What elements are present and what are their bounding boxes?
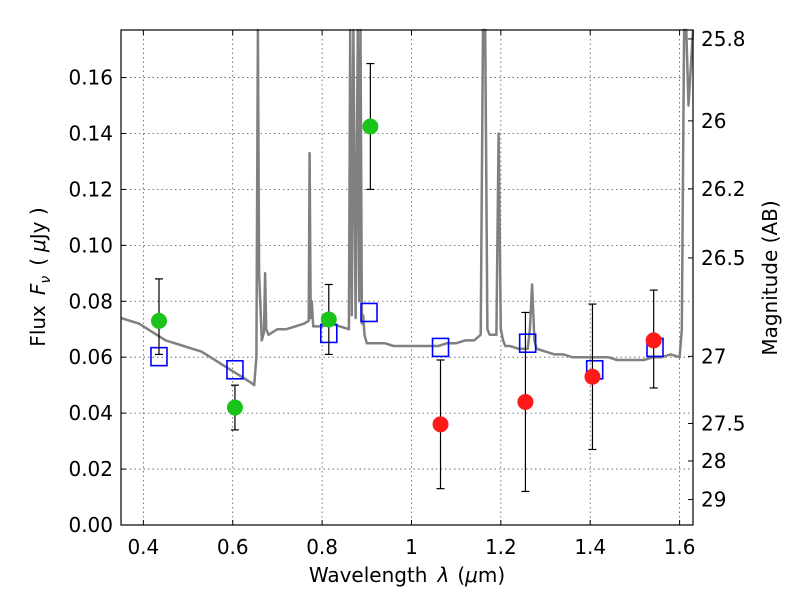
x-tick-label: 0.6 xyxy=(217,535,249,559)
x-tick-label: 1 xyxy=(405,535,418,559)
green-data-point xyxy=(226,399,243,416)
y-tick-label: 0.14 xyxy=(68,121,113,145)
model-photometry-square xyxy=(360,302,378,323)
y-tick-label: 0.02 xyxy=(68,457,113,481)
red-data-point xyxy=(645,332,662,349)
x-tick-label: 0.8 xyxy=(306,535,338,559)
y2-tick-label: 28 xyxy=(701,449,726,473)
y-tick-label: 0.12 xyxy=(68,177,113,201)
spectrum-line xyxy=(120,28,695,387)
y-tick-label: 0.10 xyxy=(68,233,113,257)
x-tick-label: 0.4 xyxy=(127,535,159,559)
y2-tick-label: 27.5 xyxy=(701,411,746,435)
y-tick-label: 0.00 xyxy=(68,513,113,537)
x-axis-title: Wavelength λ (μm) xyxy=(309,563,505,587)
y2-tick-label: 26.2 xyxy=(701,177,746,201)
y-axis-title: FluxFν(μJy ) xyxy=(26,207,54,346)
y-tick-label: 0.06 xyxy=(68,345,113,369)
red-data-point xyxy=(517,393,534,410)
x-tick-label: 1.6 xyxy=(664,535,696,559)
y2-tick-label: 27 xyxy=(701,344,726,368)
axis-ticks: 0.4 0.6 0.8 1 1.2 1.4 1.6 0.00 0.02 0.04 0.06 0.08 0… xyxy=(68,27,745,559)
y2-tick-label: 29 xyxy=(701,488,726,512)
y-tick-label: 0.16 xyxy=(68,66,113,90)
data-layer xyxy=(120,28,695,493)
red-data-point xyxy=(584,368,601,385)
y-tick-label: 0.04 xyxy=(68,401,113,425)
red-data-point xyxy=(432,416,449,433)
green-data-point xyxy=(362,118,379,135)
y2-axis-title: Magnitude (AB) xyxy=(758,200,782,355)
x-tick-label: 1.4 xyxy=(574,535,606,559)
plot-frame xyxy=(120,29,694,526)
green-data-point xyxy=(150,312,167,329)
model-photometry-square xyxy=(226,359,244,380)
green-data-point xyxy=(320,311,337,328)
model-photometry-square xyxy=(518,333,537,354)
y2-tick-label: 25.8 xyxy=(701,27,746,51)
y2-tick-label: 26.5 xyxy=(701,246,746,270)
y-tick-label: 0.08 xyxy=(68,289,113,313)
x-tick-label: 1.2 xyxy=(485,535,517,559)
y2-tick-label: 26 xyxy=(701,109,726,133)
model-photometry-square xyxy=(431,337,450,358)
